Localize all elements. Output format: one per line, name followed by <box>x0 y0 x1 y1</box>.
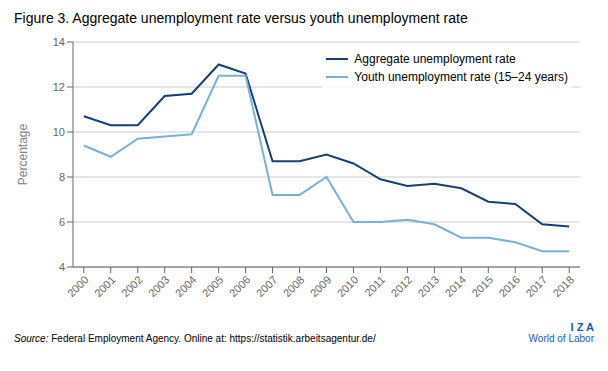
svg-text:2013: 2013 <box>416 273 442 299</box>
html-text:Aggregate unemployment rate: Aggregate unemployment rate <box>354 52 516 66</box>
svg-text:2014: 2014 <box>442 273 468 299</box>
html-text:World of Labor: World of Labor <box>528 333 594 344</box>
svg-text:2011: 2011 <box>362 273 387 298</box>
svg-text:2018: 2018 <box>550 273 576 299</box>
svg-text:2015: 2015 <box>469 273 495 299</box>
svg-text:2009: 2009 <box>308 273 334 299</box>
svg-text:2002: 2002 <box>119 273 145 299</box>
svg-text:2004: 2004 <box>173 273 199 299</box>
svg-text:8: 8 <box>59 171 65 183</box>
svg-text:6: 6 <box>59 216 65 228</box>
svg-text:2010: 2010 <box>335 273 361 299</box>
svg-text:14: 14 <box>53 36 65 48</box>
html-text:Youth unemployment rate (15–24: Youth unemployment rate (15–24 years) <box>354 70 568 84</box>
svg-text:2016: 2016 <box>496 273 522 299</box>
html-text:I Z A: I Z A <box>570 321 594 333</box>
svg-text:2005: 2005 <box>200 273 226 299</box>
svg-text:2006: 2006 <box>227 273 253 299</box>
svg-text:2001: 2001 <box>92 273 118 299</box>
svg-text:2008: 2008 <box>281 273 307 299</box>
html-text:Source: Federal Employment Age: Source: Federal Employment Agency. Onlin… <box>14 333 376 344</box>
svg-text:2007: 2007 <box>254 273 280 299</box>
svg-text:2012: 2012 <box>389 273 415 299</box>
svg-text:2003: 2003 <box>146 273 172 299</box>
svg-text:2000: 2000 <box>65 273 91 299</box>
svg-text:12: 12 <box>53 81 65 93</box>
svg-text:4: 4 <box>59 261 65 273</box>
svg-text:10: 10 <box>53 126 65 138</box>
svg-text:Percentage: Percentage <box>16 123 30 185</box>
svg-text:2017: 2017 <box>523 273 549 299</box>
html-text:Figure 3. Aggregate unemployme: Figure 3. Aggregate unemployment rate ve… <box>14 10 468 26</box>
